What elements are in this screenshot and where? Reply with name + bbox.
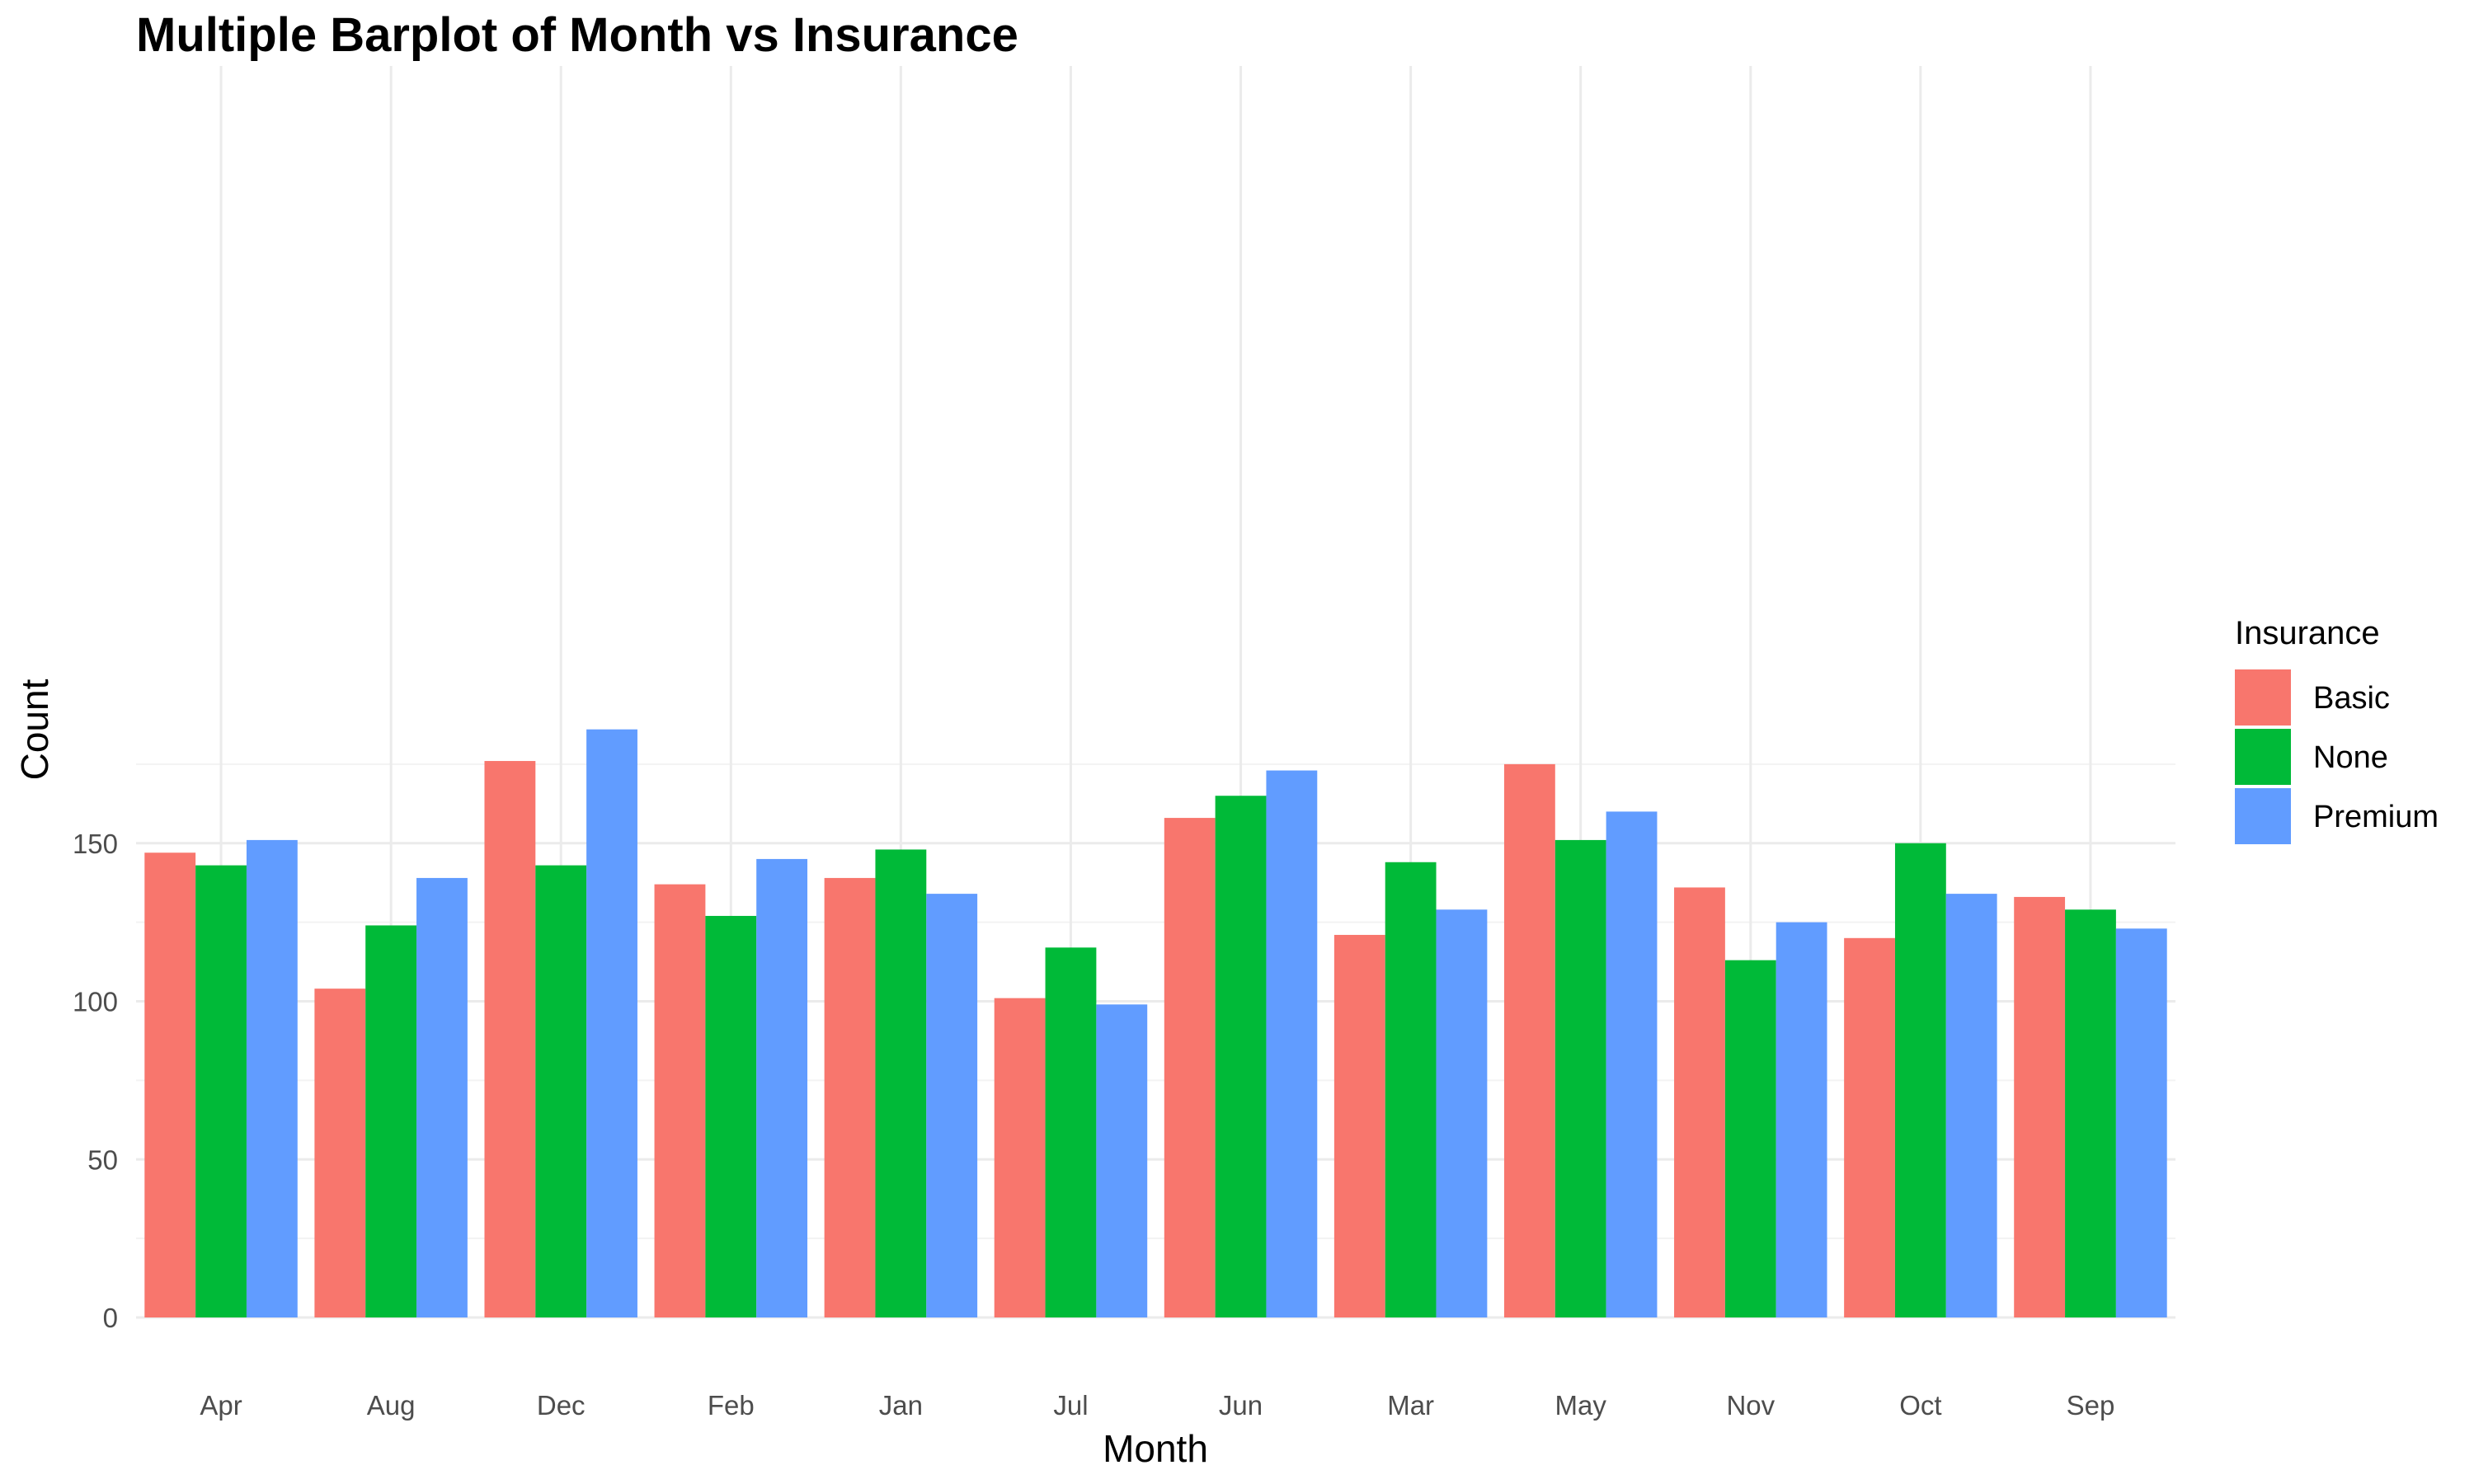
bar-premium-apr [246,839,298,1317]
bar-none-apr [195,865,247,1317]
bar-premium-mar [1436,909,1488,1317]
bar-none-feb [705,915,757,1317]
x-tick-label: Sep [2067,1390,2115,1421]
x-tick-label: Dec [537,1390,586,1421]
bar-none-mar [1385,862,1437,1317]
bar-premium-sep [2115,928,2167,1317]
y-tick-label: 0 [103,1303,118,1333]
y-axis-ticks: 0 50 100 150 [73,829,118,1333]
bar-none-aug [365,925,417,1317]
bar-premium-dec [586,729,637,1317]
legend-title: Insurance [2235,615,2380,651]
legend-items: Basic None Premium [2235,669,2439,844]
bar-none-sep [2065,909,2116,1317]
bar-basic-dec [484,761,536,1317]
x-tick-label: Jan [879,1390,923,1421]
x-tick-label: Aug [367,1390,416,1421]
bar-premium-nov [1776,922,1827,1318]
bar-premium-oct [1945,894,1997,1317]
bar-none-jul [1045,947,1097,1317]
bar-basic-aug [314,989,366,1317]
bar-basic-jun [1164,818,1216,1317]
bar-none-nov [1724,960,1776,1317]
chart-title: Multiple Barplot of Month vs Insurance [136,8,1018,62]
x-tick-label: Feb [708,1390,755,1421]
legend-label-premium: Premium [2313,800,2439,834]
bar-basic-apr [144,852,196,1317]
bar-none-jun [1215,796,1267,1317]
x-tick-label: Jun [1219,1390,1263,1421]
bar-none-dec [535,865,587,1317]
bar-premium-may [1606,811,1658,1317]
legend: Insurance Basic None Premium [2235,615,2439,844]
bar-none-may [1554,839,1606,1317]
bars [144,729,2167,1318]
bar-premium-jun [1266,770,1318,1317]
bar-premium-jan [926,894,978,1317]
x-axis-ticks: Apr Aug Dec Feb Jan Jul Jun Mar May Nov Oct Sep [200,1390,2114,1421]
x-tick-label: Jul [1053,1390,1088,1421]
x-tick-label: Apr [200,1390,242,1421]
y-tick-label: 150 [73,829,118,859]
bar-basic-mar [1333,934,1385,1317]
x-tick-label: May [1555,1390,1607,1421]
bar-basic-oct [1844,937,1895,1317]
legend-label-none: None [2313,740,2388,775]
legend-key-none [2235,729,2291,785]
y-tick-label: 100 [73,987,118,1017]
bar-none-oct [1894,843,1946,1317]
legend-label-basic: Basic [2313,681,2390,716]
bar-basic-jan [824,877,876,1317]
bar-none-jan [875,849,927,1317]
legend-key-basic [2235,669,2291,726]
x-tick-label: Mar [1387,1390,1434,1421]
bar-premium-aug [416,877,468,1317]
bar-basic-feb [654,884,706,1317]
bar-premium-feb [756,858,808,1317]
bar-basic-nov [1674,887,1725,1317]
bar-premium-jul [1096,1004,1148,1317]
bar-basic-sep [2014,896,2066,1317]
x-tick-label: Oct [1899,1390,1941,1421]
y-axis-title: Count [13,679,56,780]
bar-basic-may [1503,763,1555,1318]
legend-key-premium [2235,788,2291,844]
x-axis-title: Month [1103,1427,1208,1470]
bar-basic-jul [994,998,1046,1317]
y-tick-label: 50 [87,1144,118,1175]
x-tick-label: Nov [1726,1390,1775,1421]
